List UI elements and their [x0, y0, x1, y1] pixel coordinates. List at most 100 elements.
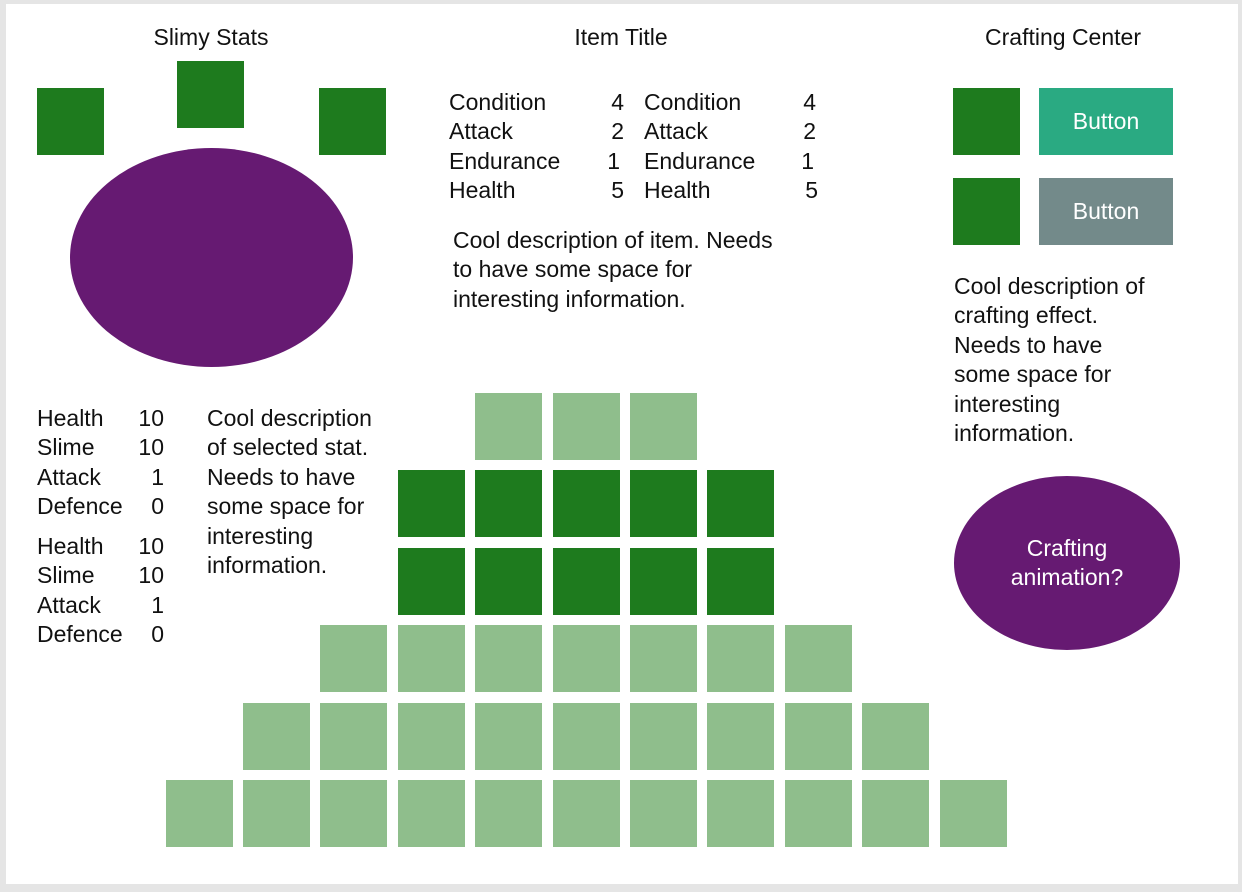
inventory-slot[interactable] — [629, 702, 697, 770]
stat-label: Defence — [37, 621, 123, 648]
inventory-slot[interactable] — [707, 547, 775, 615]
stat-row-defence[interactable]: Defence 0 — [37, 492, 164, 521]
inventory-slot[interactable] — [552, 702, 620, 770]
inventory-slot[interactable] — [629, 547, 697, 615]
inventory-slot[interactable] — [397, 780, 465, 847]
item-stat-value: 4 — [803, 89, 816, 115]
inventory-slot[interactable] — [475, 780, 543, 847]
inventory-slot[interactable] — [242, 780, 310, 847]
inventory-slot[interactable] — [397, 702, 465, 770]
stat-value: 10 — [138, 434, 164, 461]
item-stat-row-condition: Condition 4 — [644, 88, 818, 117]
item-stat-row-endurance: Endurance 1 — [449, 147, 624, 176]
inventory-slot[interactable] — [320, 625, 388, 693]
item-stat-label: Condition — [449, 89, 547, 115]
stat-row-attack[interactable]: Attack 1 — [37, 591, 164, 620]
stat-row-attack[interactable]: Attack 1 — [37, 463, 164, 492]
stat-row-slime[interactable]: Slime 10 — [37, 561, 164, 590]
inventory-slot[interactable] — [939, 780, 1007, 847]
inventory-slot[interactable] — [320, 702, 388, 770]
inventory-slot[interactable] — [397, 625, 465, 693]
stat-label: Health — [37, 533, 104, 559]
stat-label: Slime — [37, 434, 95, 461]
crafting-description-line: interesting — [954, 390, 1061, 417]
inventory-slot[interactable] — [552, 780, 620, 847]
equip-slot-left[interactable] — [37, 88, 104, 155]
crafting-animation-label-line: Crafting — [1026, 535, 1108, 561]
item-title: Item Title — [574, 24, 668, 50]
stat-description: Cool description of selected stat. Needs… — [207, 404, 407, 580]
inventory-slot[interactable] — [552, 625, 620, 693]
item-stat-value: 5 — [805, 177, 818, 204]
item-description-line: interesting information. — [453, 285, 686, 312]
item-stat-label: Condition — [644, 89, 742, 115]
item-stat-label: Health — [644, 177, 711, 204]
inventory-slot[interactable] — [475, 702, 543, 770]
stat-label: Defence — [37, 493, 123, 520]
stat-description-line: Needs to have — [207, 463, 356, 490]
inventory-slot[interactable] — [784, 625, 852, 693]
slime-avatar[interactable] — [70, 148, 353, 367]
inventory-slot[interactable] — [784, 780, 852, 847]
crafting-description-line: crafting effect. — [954, 302, 1099, 329]
inventory-slot[interactable] — [707, 470, 775, 538]
equip-slot-right[interactable] — [319, 88, 386, 155]
stat-row-slime[interactable]: Slime 10 — [37, 433, 164, 462]
inventory-slot[interactable] — [629, 393, 697, 460]
item-stat-row-endurance: Endurance 1 — [644, 147, 818, 176]
item-stat-row-attack: Attack 2 — [644, 117, 818, 146]
inventory-slot[interactable] — [707, 780, 775, 847]
stat-row-health[interactable]: Health 10 — [37, 404, 164, 433]
item-description: Cool description of item. Needs to have … — [453, 226, 833, 314]
item-stat-label: Endurance — [644, 147, 756, 174]
crafting-slot-1[interactable] — [953, 88, 1020, 155]
stat-row-defence[interactable]: Defence 0 — [37, 620, 164, 649]
inventory-slot[interactable] — [165, 780, 233, 847]
crafting-center-title: Crafting Center — [985, 24, 1141, 50]
craft-primary-button[interactable]: Button — [1039, 88, 1173, 155]
inventory-slot[interactable] — [475, 625, 543, 693]
equip-slot-top[interactable] — [177, 61, 244, 128]
crafting-description-line: Cool description of — [954, 273, 1145, 299]
stat-description-line: some space for — [207, 493, 365, 520]
inventory-slot[interactable] — [784, 702, 852, 770]
item-stat-label: Health — [449, 177, 516, 204]
stat-value: 0 — [151, 493, 164, 520]
inventory-slot[interactable] — [320, 780, 388, 847]
inventory-slot[interactable] — [552, 470, 620, 538]
inventory-slot[interactable] — [629, 470, 697, 538]
inventory-slot[interactable] — [552, 393, 620, 460]
inventory-slot[interactable] — [475, 470, 543, 538]
inventory-slot[interactable] — [862, 702, 930, 770]
inventory-slot[interactable] — [475, 547, 543, 615]
item-stat-row-attack: Attack 2 — [449, 117, 624, 146]
crafting-slot-2[interactable] — [953, 178, 1020, 245]
slime-stats-list-secondary: Health 10 Slime 10 Attack 1 Defence 0 — [37, 532, 164, 650]
inventory-slot[interactable] — [475, 393, 543, 460]
slimy-stats-title: Slimy Stats — [153, 24, 269, 50]
stat-label: Slime — [37, 562, 95, 589]
stat-row-health[interactable]: Health 10 — [37, 532, 164, 561]
stat-description-line: of selected stat. — [207, 434, 369, 461]
item-stats-compare: Condition 4 Attack 2 Endurance 1 Health … — [644, 88, 818, 206]
inventory-slot[interactable] — [862, 780, 930, 847]
inventory-slot[interactable] — [242, 702, 310, 770]
slime-stats-list: Health 10 Slime 10 Attack 1 Defence 0 — [37, 404, 164, 522]
stat-value: 1 — [151, 591, 164, 618]
stat-value: 10 — [138, 533, 164, 559]
item-stat-row-condition: Condition 4 — [449, 88, 624, 117]
inventory-slot[interactable] — [629, 780, 697, 847]
stat-value: 1 — [151, 463, 164, 490]
inventory-slot[interactable] — [707, 625, 775, 693]
stat-description-line: interesting — [207, 522, 314, 549]
item-stat-value: 1 — [801, 147, 814, 174]
inventory-slot[interactable] — [397, 470, 465, 538]
craft-secondary-button[interactable]: Button — [1039, 178, 1173, 245]
inventory-slot[interactable] — [707, 702, 775, 770]
stat-value: 10 — [138, 405, 164, 431]
crafting-description-line: information. — [954, 420, 1075, 447]
inventory-slot[interactable] — [397, 547, 465, 615]
inventory-slot[interactable] — [552, 547, 620, 615]
inventory-slot[interactable] — [629, 625, 697, 693]
item-stat-row-health: Health 5 — [449, 176, 624, 205]
